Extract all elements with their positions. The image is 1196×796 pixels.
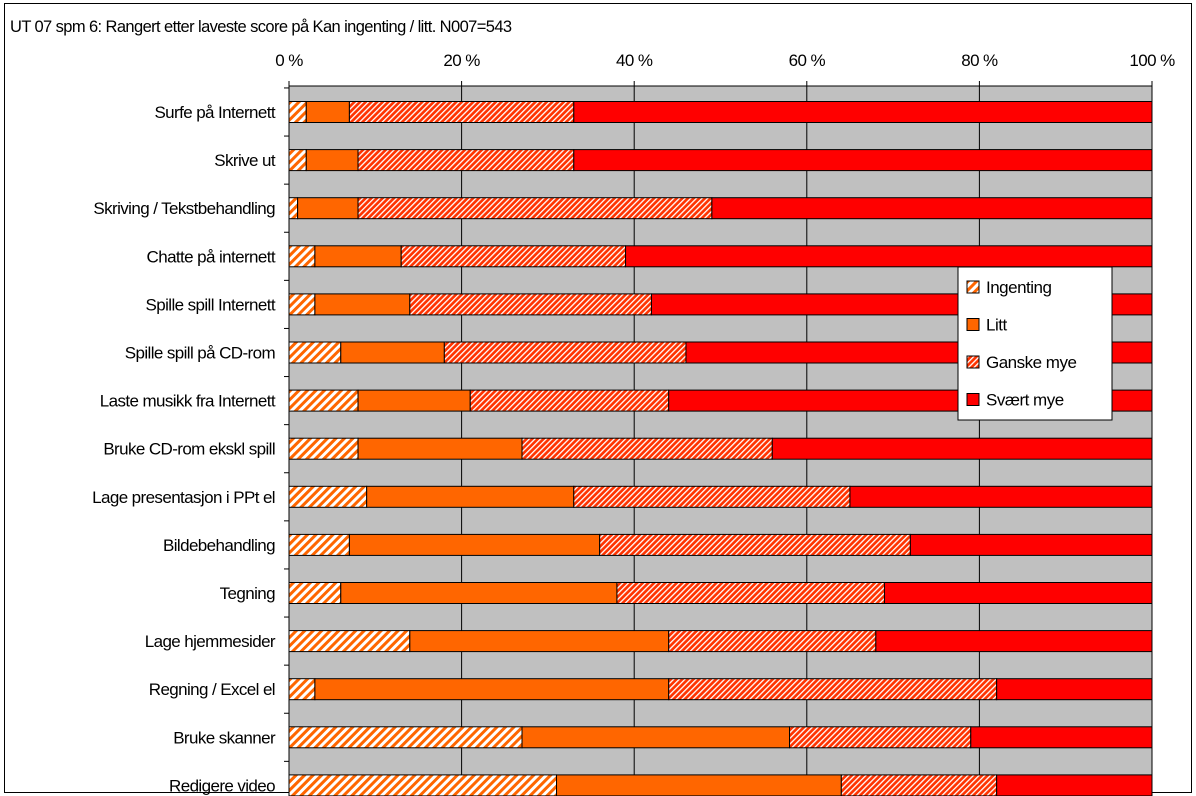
bar-ingenting <box>288 485 368 508</box>
category-label: Bildebehandling <box>163 536 275 555</box>
bar-litt <box>348 533 601 556</box>
category-label: Spille spill på CD-rom <box>125 344 276 363</box>
bars <box>288 101 1153 796</box>
bar-ingenting <box>288 437 359 460</box>
bar-ganske-mye <box>409 293 652 316</box>
bar-ganske-mye <box>573 485 851 508</box>
bar-sv-rt-mye <box>849 485 1153 508</box>
bar-sv-rt-mye <box>996 774 1153 796</box>
bar-litt <box>297 197 359 220</box>
bar-litt <box>366 485 575 508</box>
legend-swatch <box>966 318 980 331</box>
bar-ingenting <box>288 149 307 172</box>
bar-ganske-mye <box>348 101 575 123</box>
legend-label: Ganske mye <box>986 353 1076 372</box>
legend-box <box>957 266 1113 421</box>
bar-ingenting <box>288 389 359 412</box>
category-label: Bruke CD-rom ekskl spill <box>103 440 275 459</box>
bar-ganske-mye <box>469 389 670 412</box>
category-label: Lage hjemmesider <box>145 632 276 651</box>
chart-title: UT 07 spm 6: Rangert etter laveste score… <box>10 18 512 36</box>
category-label: Bruke skanner <box>173 728 276 747</box>
category-labels: Surfe på Internett Skrive ut Skriving / Te… <box>92 103 276 795</box>
bar-ganske-mye <box>616 582 885 604</box>
bar-litt <box>521 726 791 749</box>
bar-litt <box>357 389 471 412</box>
bar-ganske-mye <box>357 149 575 172</box>
x-tick-label: 100 % <box>1129 51 1175 70</box>
bar-ingenting <box>288 630 411 653</box>
legend-label: Litt <box>986 316 1007 335</box>
bar-litt <box>305 101 350 123</box>
x-tick-label: 20 % <box>443 51 480 70</box>
legend-label: Svært mye <box>986 391 1064 410</box>
bar-sv-rt-mye <box>573 149 1153 172</box>
bar-ingenting <box>288 341 342 364</box>
bar-ganske-mye <box>357 197 713 220</box>
bar-ganske-mye <box>443 341 687 364</box>
bar-litt <box>314 678 670 701</box>
x-tick-label: 40 % <box>616 51 653 70</box>
bar-litt <box>314 245 402 268</box>
bar-ingenting <box>288 774 558 796</box>
bar-ganske-mye <box>521 437 773 460</box>
legend-label: Ingenting <box>986 278 1051 297</box>
bar-sv-rt-mye <box>996 678 1153 701</box>
bar-ganske-mye <box>400 245 627 268</box>
bar-litt <box>314 293 411 316</box>
bar-litt <box>556 774 842 796</box>
bar-litt <box>357 437 523 460</box>
x-tick-label: 60 % <box>789 51 826 70</box>
bar-sv-rt-mye <box>711 197 1153 220</box>
bar-sv-rt-mye <box>883 582 1153 604</box>
bar-ingenting <box>288 197 299 220</box>
x-tick-label: 0 % <box>275 51 303 70</box>
bar-sv-rt-mye <box>875 630 1153 653</box>
bar-ingenting <box>288 678 316 701</box>
bar-ingenting <box>288 726 523 749</box>
bar-ingenting <box>288 101 307 123</box>
x-axis-ticks: 0 % 20 % 40 % 60 % 80 % 100 % <box>275 51 1176 87</box>
category-label: Lage presentasjon i PPt el <box>92 488 275 507</box>
bar-ingenting <box>288 533 350 556</box>
bar-sv-rt-mye <box>771 437 1153 460</box>
bar-ganske-mye <box>668 630 877 653</box>
bar-sv-rt-mye <box>625 245 1153 268</box>
y-axis <box>284 86 290 796</box>
category-label: Spille spill Internett <box>146 295 276 314</box>
bar-sv-rt-mye <box>970 726 1153 749</box>
category-label: Regning / Excel el <box>149 680 275 699</box>
bar-sv-rt-mye <box>909 533 1153 556</box>
bar-litt <box>409 630 670 653</box>
category-label: Surfe på Internett <box>154 103 275 122</box>
category-label: Tegning <box>220 584 275 603</box>
category-label: Skriving / Tekstbehandling <box>93 199 275 218</box>
category-label: Chatte på internett <box>147 247 276 266</box>
category-label: Redigere video <box>169 776 275 795</box>
legend-swatch <box>966 393 980 406</box>
bar-ganske-mye <box>840 774 998 796</box>
bar-ganske-mye <box>789 726 972 749</box>
bar-sv-rt-mye <box>573 101 1153 123</box>
bar-litt <box>340 341 445 364</box>
bar-ingenting <box>288 293 316 316</box>
x-tick-label: 80 % <box>961 51 998 70</box>
bar-ingenting <box>288 582 342 604</box>
bar-litt <box>305 149 359 172</box>
category-label: Laste musikk fra Internett <box>100 392 276 411</box>
legend-swatch <box>966 355 980 369</box>
bar-ganske-mye <box>599 533 911 556</box>
category-label: Skrive ut <box>214 151 276 170</box>
bar-ganske-mye <box>668 678 998 701</box>
legend: Ingenting Litt Ganske mye Svært mye <box>957 266 1113 421</box>
bar-ingenting <box>288 245 316 268</box>
bar-litt <box>340 582 618 604</box>
legend-swatch <box>966 280 980 294</box>
